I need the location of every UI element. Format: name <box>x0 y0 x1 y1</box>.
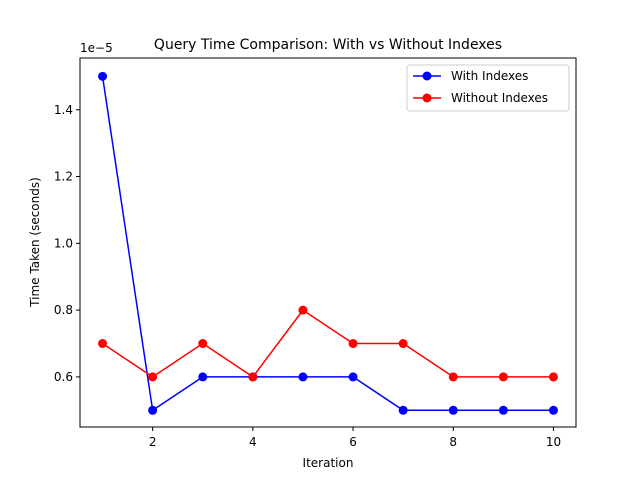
y-tick-label: 1.0 <box>54 236 73 250</box>
legend-label-0: With Indexes <box>451 69 528 83</box>
x-tick-label: 10 <box>546 435 561 449</box>
legend-marker-0 <box>422 71 432 81</box>
series-line-1 <box>102 309 554 378</box>
series-1-point <box>398 339 408 349</box>
series-1-point <box>498 372 508 382</box>
chart-title: Query Time Comparison: With vs Without I… <box>154 37 502 53</box>
series-1-point <box>298 305 308 315</box>
series-1-point <box>448 372 458 382</box>
plot-frame <box>79 57 577 428</box>
series-0-point <box>348 372 358 382</box>
series-1-point <box>248 372 258 382</box>
x-tick-label: 4 <box>249 435 257 449</box>
y-tick-label: 1.4 <box>54 103 73 117</box>
x-tick-label: 2 <box>149 435 157 449</box>
y-tick-label: 1.2 <box>54 170 73 184</box>
series-0-point <box>298 372 308 382</box>
series-1-point <box>98 339 108 349</box>
series-0-point <box>148 405 158 415</box>
series-0-point <box>498 405 508 415</box>
series-line-0 <box>101 76 554 412</box>
legend-marker-1 <box>422 93 432 103</box>
legend-box <box>406 64 570 112</box>
series-0-point <box>398 405 408 415</box>
y-axis-label: Time Taken (seconds) <box>28 177 42 308</box>
legend: With Indexes Without Indexes <box>406 64 570 112</box>
series-1-point <box>148 372 158 382</box>
legend-label-1: Without Indexes <box>451 91 548 105</box>
y-scale-label: 1e−5 <box>80 41 113 55</box>
series-1-point <box>348 339 358 349</box>
x-tick-label: 6 <box>349 435 357 449</box>
series-0-point <box>448 405 458 415</box>
y-tick-label: 0.6 <box>54 370 73 384</box>
x-tick-label: 8 <box>449 435 457 449</box>
series-0-point <box>198 372 208 382</box>
x-axis-label: Iteration <box>303 456 354 470</box>
series-1-point <box>198 339 208 349</box>
series-0-point <box>548 405 558 415</box>
series-0-point <box>98 71 108 81</box>
series-1-point <box>548 372 558 382</box>
y-tick-label: 0.8 <box>54 303 73 317</box>
